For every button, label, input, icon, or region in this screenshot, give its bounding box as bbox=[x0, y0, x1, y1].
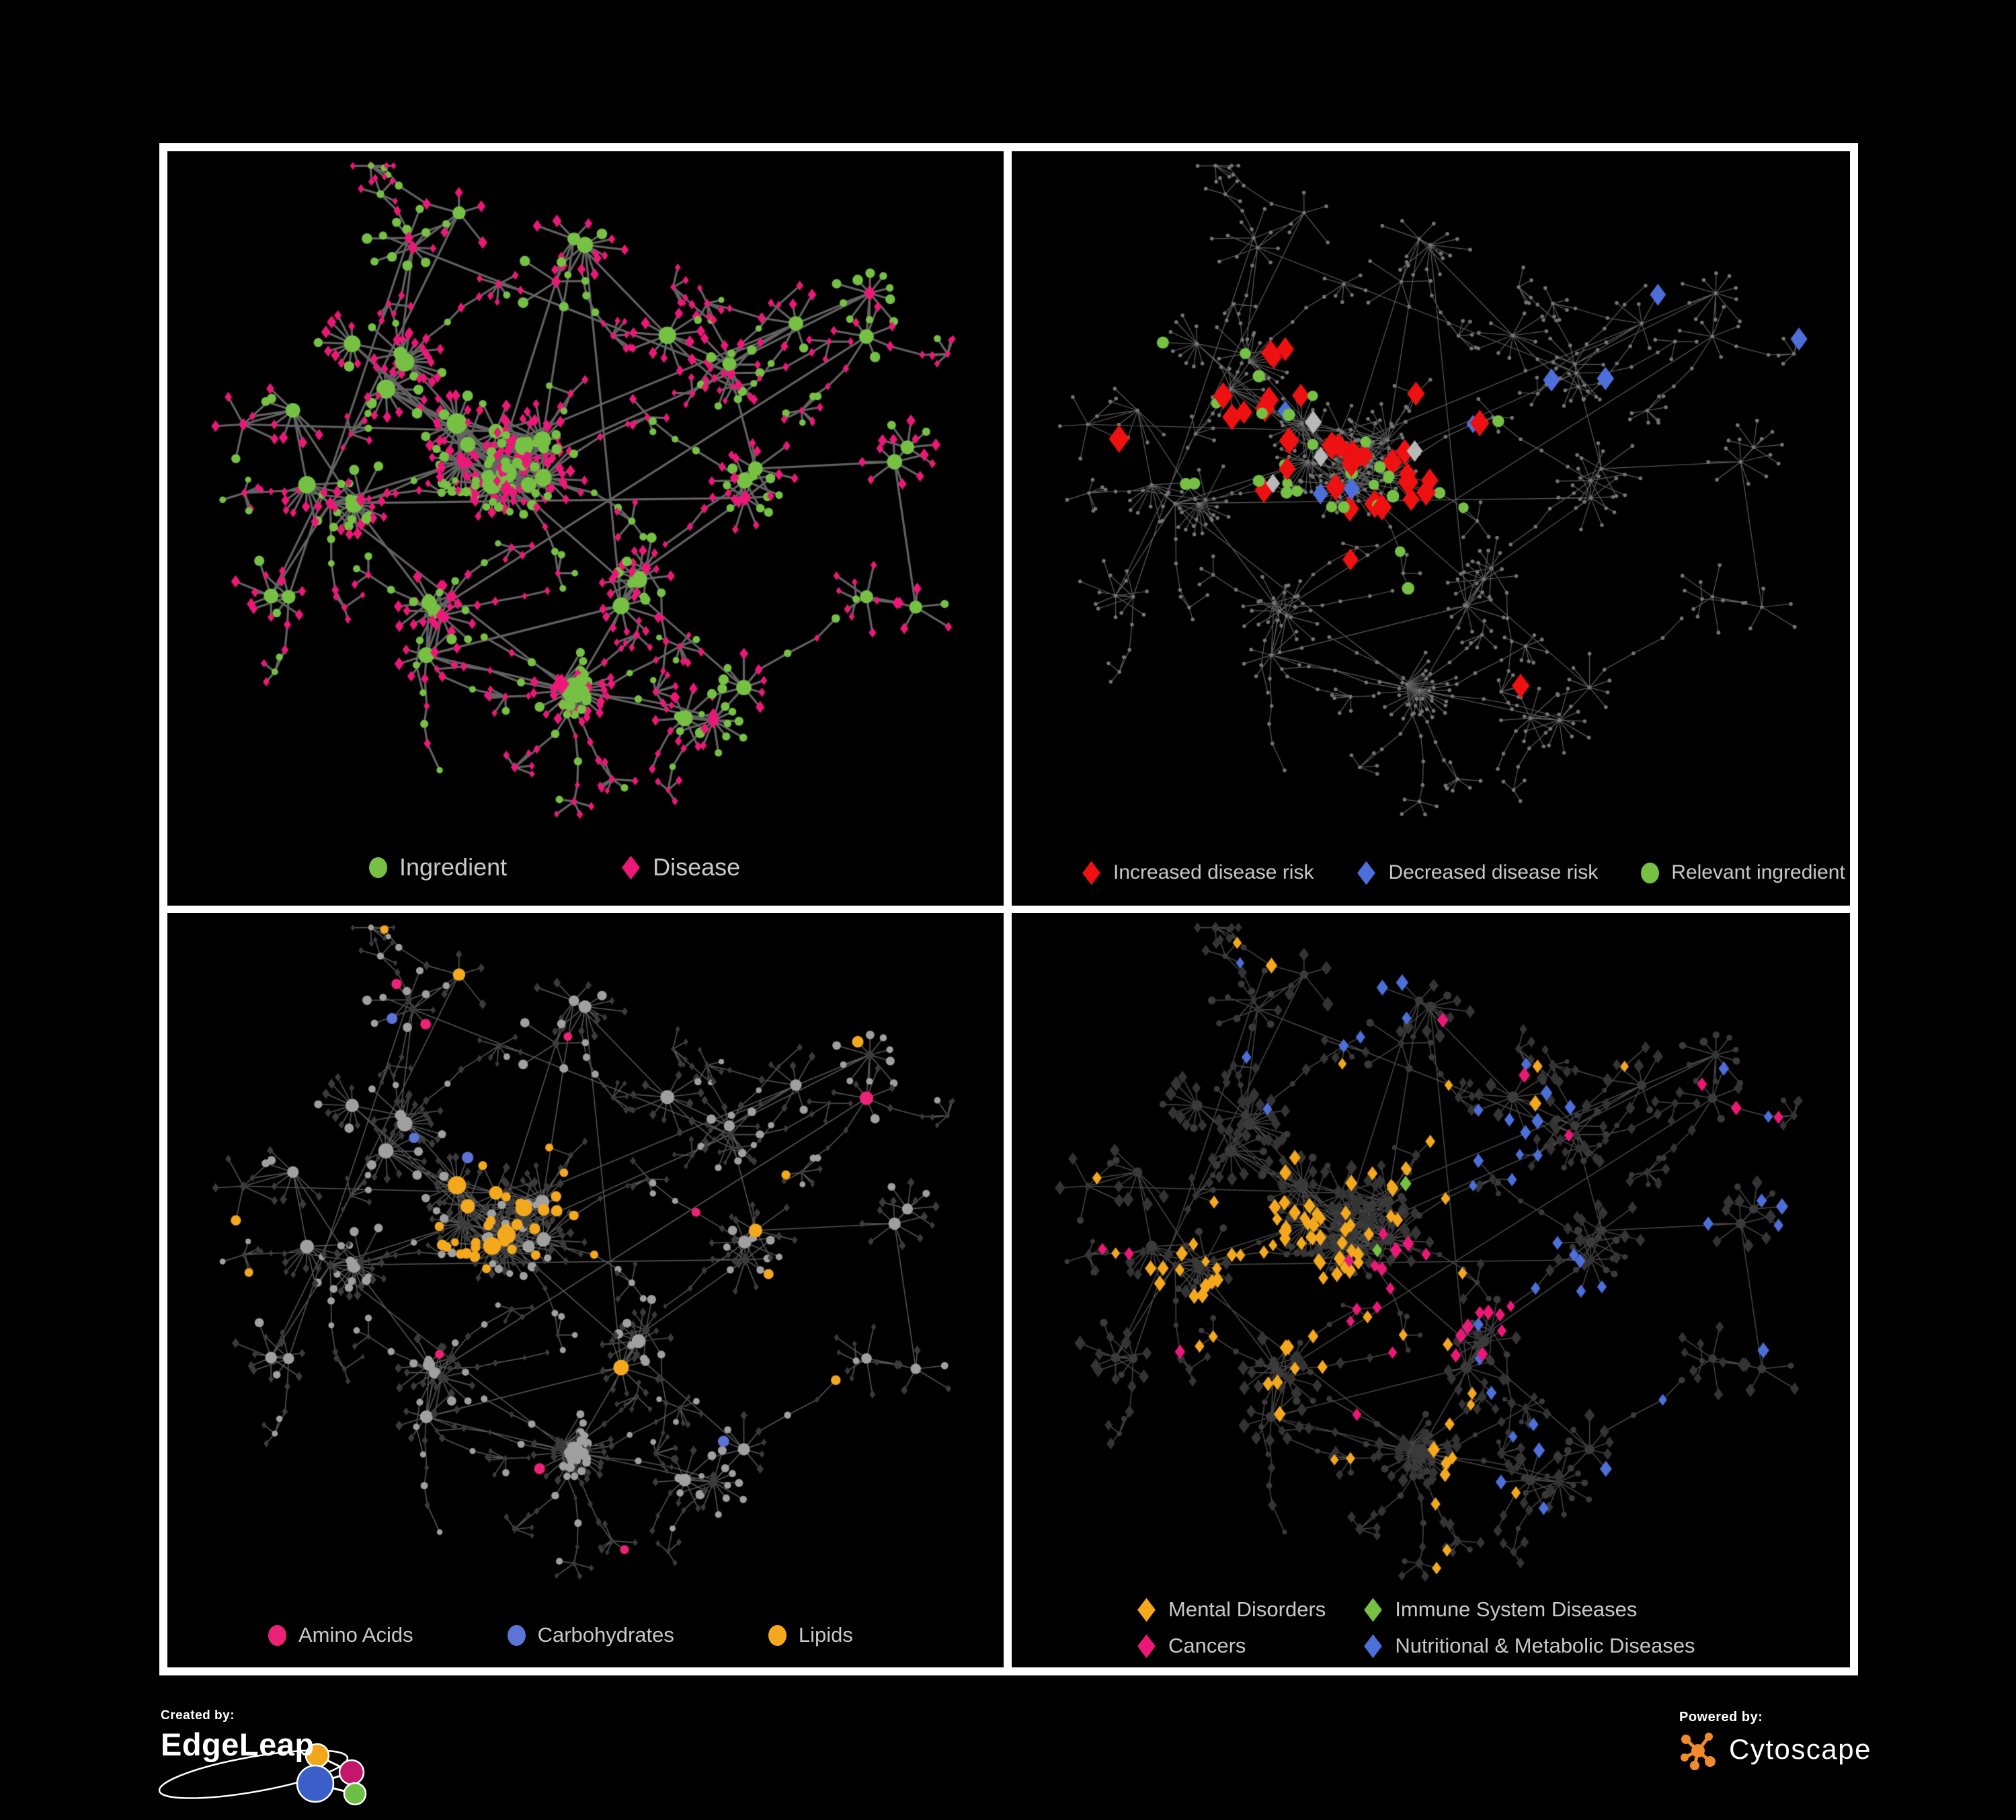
legend-item-disease: Disease bbox=[621, 853, 740, 881]
legend-label-decreased-risk: Decreased disease risk bbox=[1388, 861, 1599, 883]
ingredient-disease-network-canvas[interactable] bbox=[167, 151, 1004, 906]
legend-item-lipids: Lipids bbox=[768, 1623, 853, 1647]
mental-disorders-diamond-marker bbox=[1137, 1597, 1156, 1622]
immune-diseases-diamond-marker bbox=[1364, 1597, 1383, 1622]
panel-ingredient-classes: Amino Acids Carbohydrates Lipids bbox=[167, 913, 1004, 1667]
edgeleap-logo-icon bbox=[158, 1743, 367, 1806]
legend-ingredient-disease: Ingredient Disease bbox=[369, 853, 740, 881]
legend-disease-risk: Increased disease risk Decreased disease… bbox=[1082, 861, 1845, 885]
legend-item-increased-risk: Increased disease risk bbox=[1082, 861, 1314, 885]
created-by-label: Created by: bbox=[161, 1708, 235, 1723]
amino-acids-circle-marker bbox=[268, 1624, 286, 1646]
legend-label-carbohydrates: Carbohydrates bbox=[537, 1623, 674, 1647]
legend-label-nutritional-metabolic: Nutritional & Metabolic Diseases bbox=[1395, 1634, 1695, 1657]
disease-diamond-marker bbox=[622, 855, 641, 879]
network-grid-frame: Ingredient Disease Increased disease ris… bbox=[159, 143, 1858, 1675]
legend-label-amino-acids: Amino Acids bbox=[298, 1623, 413, 1647]
legend-item-ingredient: Ingredient bbox=[369, 853, 507, 881]
legend-label-disease: Disease bbox=[653, 853, 741, 881]
disease-class-network-canvas[interactable] bbox=[1012, 913, 1850, 1667]
relevant-ingredient-circle-marker bbox=[1641, 862, 1660, 883]
legend-item-carbohydrates: Carbohydrates bbox=[507, 1623, 674, 1647]
increased-risk-diamond-marker bbox=[1082, 861, 1100, 885]
ingredient-circle-marker bbox=[369, 857, 387, 878]
edgeleap-wordmark: EdgeLeap bbox=[161, 1727, 315, 1762]
panel-disease-risk: Increased disease risk Decreased disease… bbox=[1012, 151, 1850, 906]
carbohydrates-circle-marker bbox=[507, 1624, 526, 1646]
legend-label-mental-disorders: Mental Disorders bbox=[1168, 1597, 1326, 1621]
created-by-block: Created by: EdgeLeap bbox=[158, 1708, 537, 1809]
legend-label-immune-diseases: Immune System Diseases bbox=[1395, 1597, 1638, 1621]
cancers-diamond-marker bbox=[1137, 1634, 1156, 1658]
legend-item-cancers: Cancers bbox=[1137, 1634, 1326, 1658]
disease-risk-network-canvas[interactable] bbox=[1012, 151, 1850, 906]
legend-disease-classes: Mental Disorders Immune System Diseases … bbox=[1137, 1597, 1695, 1658]
nutritional-metabolic-diamond-marker bbox=[1364, 1634, 1383, 1658]
legend-label-increased-risk: Increased disease risk bbox=[1113, 861, 1314, 883]
cytoscape-logo-icon bbox=[1681, 1733, 1716, 1770]
legend-label-cancers: Cancers bbox=[1168, 1634, 1246, 1657]
legend-item-nutritional-metabolic: Nutritional & Metabolic Diseases bbox=[1363, 1634, 1695, 1658]
legend-item-amino-acids: Amino Acids bbox=[268, 1623, 413, 1647]
legend-item-immune-diseases: Immune System Diseases bbox=[1363, 1597, 1695, 1622]
panel-divider-horizontal bbox=[167, 906, 1850, 913]
legend-item-decreased-risk: Decreased disease risk bbox=[1357, 861, 1599, 885]
panel-disease-classes: Mental Disorders Immune System Diseases … bbox=[1012, 913, 1850, 1667]
legend-label-ingredient: Ingredient bbox=[399, 853, 508, 881]
cytoscape-wordmark: Cytoscape bbox=[1729, 1733, 1871, 1765]
lipids-circle-marker bbox=[768, 1624, 787, 1646]
legend-label-lipids: Lipids bbox=[798, 1623, 853, 1647]
powered-by-label: Powered by: bbox=[1679, 1710, 1763, 1725]
powered-by-block: Powered by: Cytoscape bbox=[1679, 1710, 1871, 1771]
ingredient-class-network-canvas[interactable] bbox=[167, 913, 1004, 1667]
legend-ingredient-classes: Amino Acids Carbohydrates Lipids bbox=[268, 1623, 853, 1647]
legend-item-mental-disorders: Mental Disorders bbox=[1137, 1597, 1326, 1622]
legend-label-relevant-ingredient: Relevant ingredient bbox=[1671, 861, 1845, 883]
decreased-risk-diamond-marker bbox=[1357, 861, 1376, 885]
legend-item-relevant-ingredient: Relevant ingredient bbox=[1641, 861, 1845, 884]
panel-ingredient-disease: Ingredient Disease bbox=[167, 151, 1004, 906]
